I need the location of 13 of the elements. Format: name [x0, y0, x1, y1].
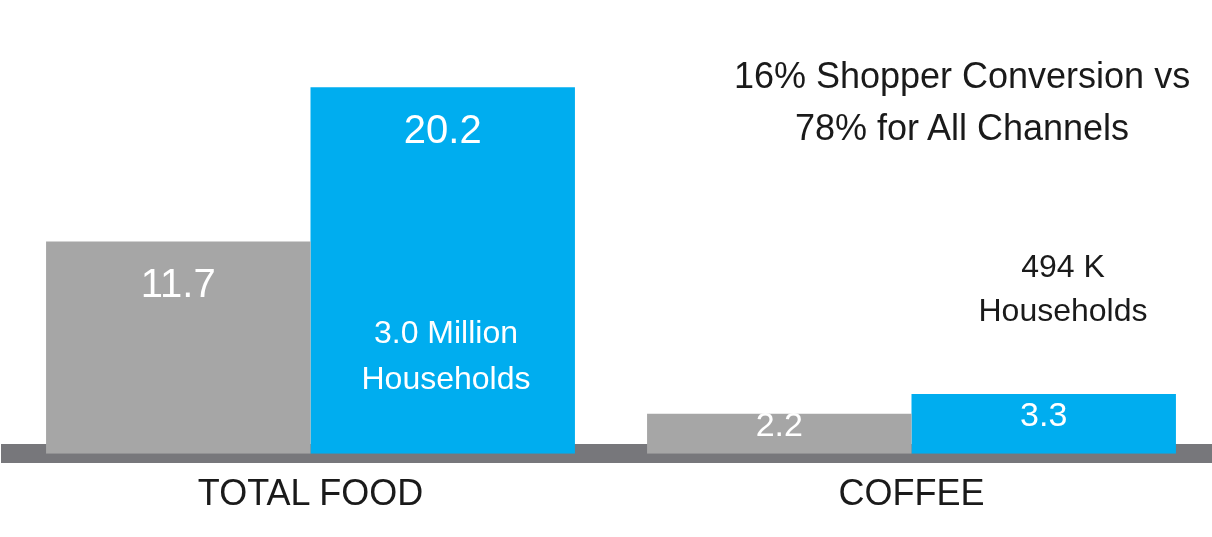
data-label: 20.2 [403, 107, 482, 152]
data-label: 2.2 [755, 405, 803, 444]
data-label: 11.7 [140, 261, 216, 306]
bar [647, 413, 912, 454]
bar [310, 87, 575, 454]
annotation: 494 K Households [978, 248, 1148, 328]
bar [46, 241, 311, 454]
bar [911, 393, 1176, 454]
annotation: 3.0 Million Households [361, 314, 531, 396]
x-tick-label: TOTAL FOOD [197, 472, 424, 514]
data-label: 3.3 [1020, 395, 1068, 434]
x-tick-label: COFFEE [838, 472, 985, 514]
annotation: 16% Shopper Conversion vs 78% for All Channels [733, 55, 1191, 148]
